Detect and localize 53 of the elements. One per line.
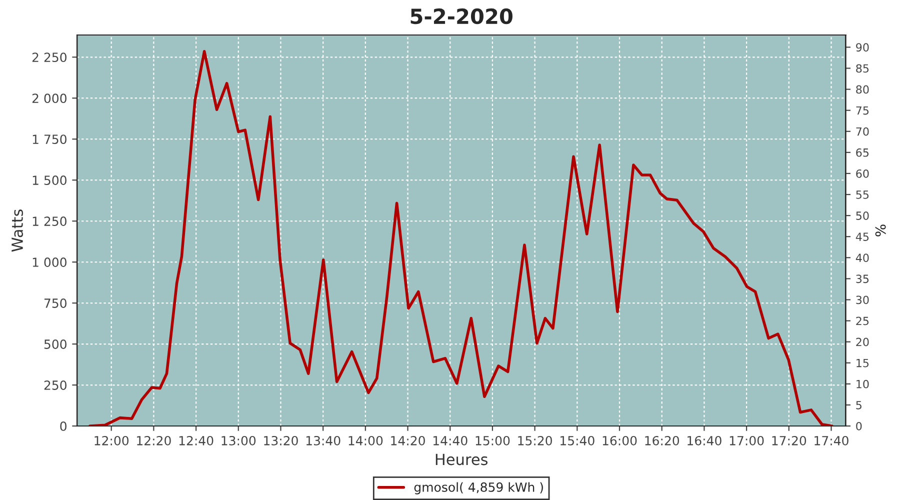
y2-tick-label: 85	[856, 64, 869, 73]
y-tick-label: 500	[44, 340, 66, 349]
line-series	[88, 50, 834, 426]
y2-tick-label: 45	[856, 232, 869, 241]
y2-tick-label: 50	[856, 212, 869, 220]
x-tick-label: 16:00	[602, 436, 637, 446]
y2-tick-label: 75	[856, 106, 869, 115]
chart-title: 5-2-2020	[410, 8, 512, 24]
y2-tick-label: 80	[856, 85, 869, 94]
x-tick-label: 13:40	[306, 436, 340, 446]
y2-tick-label: 5	[856, 401, 862, 410]
y2-tick-label: 55	[856, 190, 869, 199]
y2-tick-label: 15	[856, 358, 869, 368]
x-tick-label: 14:20	[391, 436, 425, 446]
x-tick-label: 15:40	[560, 436, 594, 446]
y2-tick-label: 10	[856, 380, 869, 388]
x-tick-label: 15:20	[518, 436, 552, 446]
y2-axis-title: %	[875, 224, 886, 236]
y-tick-label: 1 250	[32, 216, 66, 226]
x-tick-label: 12:00	[94, 436, 129, 446]
y2-tick-label: 60	[856, 169, 869, 178]
legend-label: gmosol( 4,859 kWh )	[414, 482, 543, 494]
x-tick-label: 16:40	[688, 436, 722, 446]
y-axis-title: Watts	[12, 210, 24, 252]
y-tick-label: 250	[44, 380, 66, 390]
x-tick-label: 17:00	[730, 436, 764, 446]
y-tick-label: 2 000	[32, 94, 66, 104]
x-tick-label: 14:00	[348, 436, 383, 446]
y-tick-label: 2 250	[32, 52, 66, 62]
x-tick-label: 12:40	[179, 436, 214, 446]
x-tick-label: 17:20	[772, 436, 806, 446]
y2-tick-label: 20	[856, 338, 869, 346]
y2-tick-label: 90	[856, 43, 869, 52]
y2-tick-label: 25	[856, 316, 869, 326]
y2-tick-label: 65	[856, 148, 869, 157]
x-tick-label: 15:00	[476, 436, 510, 446]
x-tick-label: 17:40	[814, 436, 848, 446]
y-tick-label: 0	[60, 421, 66, 431]
y-tick-label: 1 500	[32, 176, 66, 186]
y2-tick-label: 70	[856, 127, 869, 136]
y2-tick-label: 0	[856, 422, 862, 430]
y-tick-label: 1 750	[32, 134, 66, 144]
x-tick-label: 16:20	[645, 436, 680, 446]
x-tick-label: 14:40	[433, 436, 468, 446]
y2-tick-label: 30	[856, 296, 869, 304]
y-tick-label: 750	[44, 298, 66, 308]
x-tick-label: 13:00	[222, 436, 256, 446]
x-tick-label: 12:20	[137, 436, 171, 446]
x-axis-title: Heures	[436, 454, 488, 466]
x-tick-label: 13:20	[264, 436, 298, 446]
y2-tick-label: 40	[856, 254, 869, 262]
y-tick-label: 1 000	[32, 258, 66, 267]
y2-tick-label: 35	[856, 274, 869, 284]
